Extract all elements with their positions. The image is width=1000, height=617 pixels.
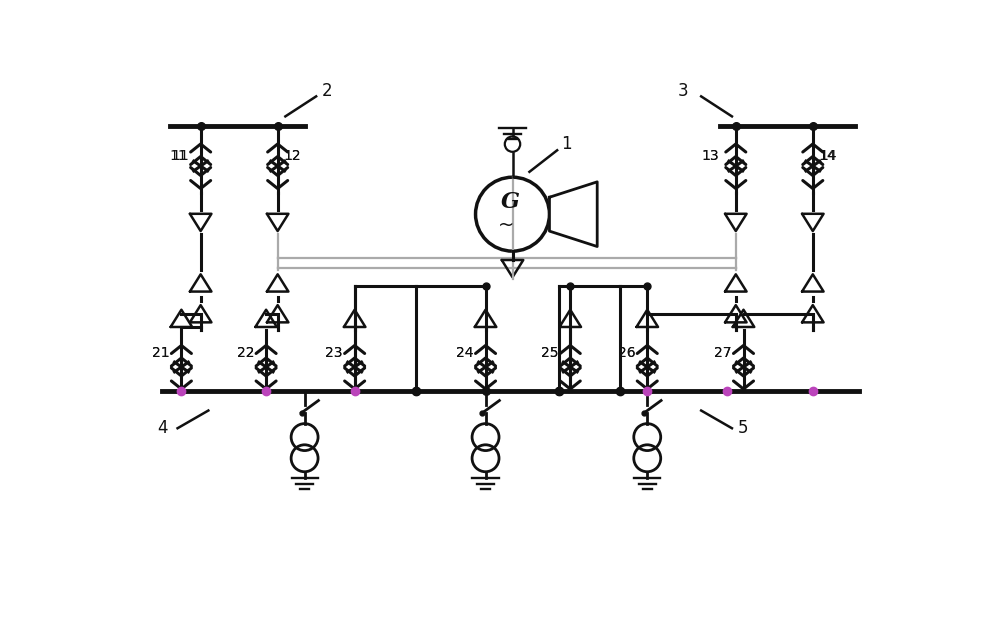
Text: 14: 14 [818, 149, 836, 162]
Text: 22: 22 [237, 346, 254, 360]
Text: 23: 23 [325, 346, 343, 360]
Text: 5: 5 [737, 419, 748, 437]
Text: 25: 25 [541, 346, 558, 360]
Text: 12: 12 [284, 149, 301, 162]
Text: 23: 23 [325, 346, 343, 360]
Text: ~: ~ [498, 216, 514, 235]
Text: 27: 27 [714, 346, 732, 360]
Text: 22: 22 [237, 346, 254, 360]
Text: 3: 3 [678, 81, 689, 99]
Text: 27: 27 [714, 346, 732, 360]
Text: 14: 14 [819, 149, 837, 162]
Text: 21: 21 [152, 346, 170, 360]
Text: 2: 2 [322, 81, 332, 99]
Text: 1: 1 [561, 135, 572, 153]
Text: 11: 11 [170, 149, 188, 162]
Text: 26: 26 [618, 346, 636, 360]
Text: 24: 24 [456, 346, 474, 360]
Polygon shape [549, 182, 597, 247]
Text: 26: 26 [618, 346, 636, 360]
Text: 21: 21 [152, 346, 170, 360]
Text: 24: 24 [456, 346, 474, 360]
Text: 13: 13 [701, 149, 719, 162]
Text: 11: 11 [171, 149, 189, 162]
Text: 4: 4 [157, 419, 167, 437]
Text: G: G [501, 191, 520, 213]
Text: 25: 25 [541, 346, 558, 360]
Text: 12: 12 [283, 149, 301, 162]
Text: 13: 13 [701, 149, 719, 162]
